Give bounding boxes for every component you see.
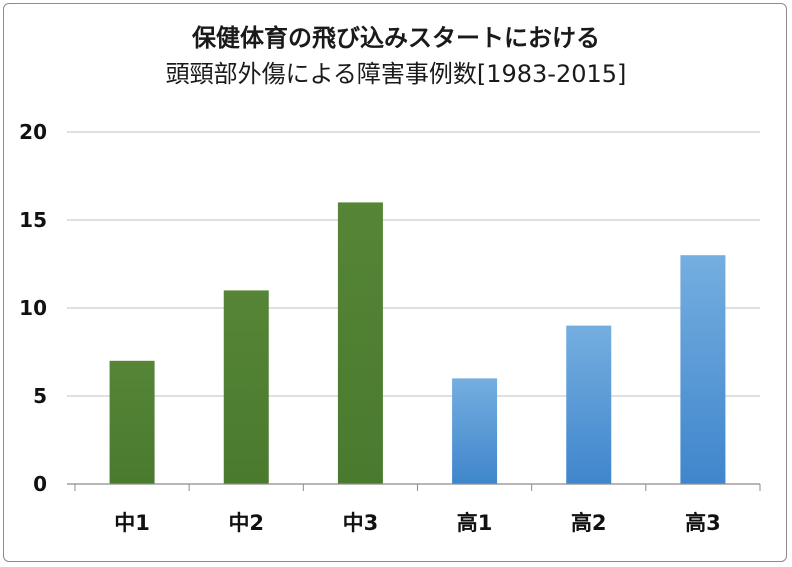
y-tick-label: 15 <box>19 208 47 232</box>
bar-高2 <box>566 325 612 484</box>
y-tick-label: 5 <box>33 384 47 408</box>
x-tick-label: 高3 <box>685 511 721 535</box>
x-tick-label: 中2 <box>228 511 264 535</box>
x-axis-ticks: 中1 中2 中3 高1 高2 高3 <box>74 484 761 535</box>
bar-中3 <box>337 202 383 484</box>
bar-高3 <box>680 255 726 484</box>
y-tick-label: 20 <box>19 120 47 144</box>
y-tick-label: 10 <box>19 296 47 320</box>
bar-中1 <box>109 360 155 484</box>
gridlines <box>67 131 760 397</box>
bar-中2 <box>223 290 269 484</box>
bars <box>109 202 726 484</box>
x-tick-label: 中1 <box>114 511 150 535</box>
x-tick-label: 高2 <box>571 511 607 535</box>
chart-title: 保健体育の飛び込みスタートにおける 頭頸部外傷による障害事例数[1983-201… <box>0 20 792 92</box>
y-tick-label: 0 <box>33 472 47 496</box>
x-tick-label: 中3 <box>343 511 379 535</box>
y-axis-ticks: 0 5 10 15 20 <box>19 120 47 496</box>
chart-title-line1: 保健体育の飛び込みスタートにおける <box>192 24 600 52</box>
x-tick-label: 高1 <box>457 511 493 535</box>
bar-高1 <box>452 378 498 484</box>
chart-title-line2: 頭頸部外傷による障害事例数[1983-2015] <box>165 60 627 88</box>
